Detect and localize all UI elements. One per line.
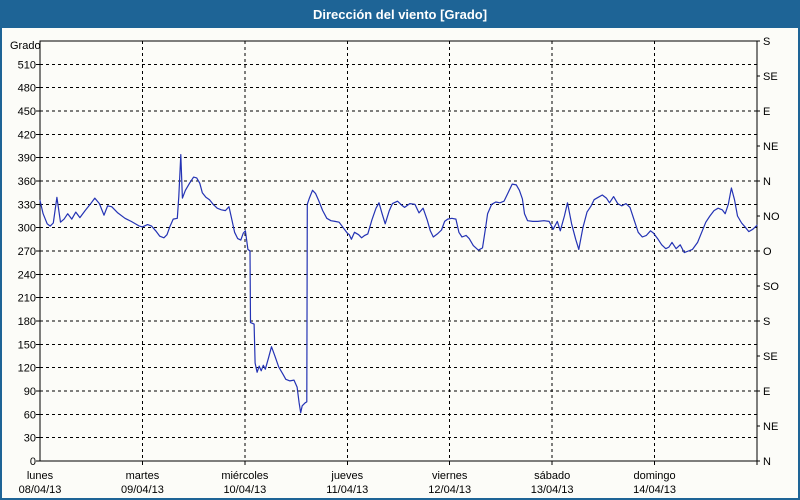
- x-axis-day-label: viernes: [432, 470, 468, 482]
- y-axis-tick-label: 390: [18, 153, 36, 165]
- y-axis-tick-label: 150: [18, 339, 36, 351]
- y-axis-tick-label: 450: [18, 106, 36, 118]
- x-axis-date-label: 11/04/13: [326, 484, 368, 496]
- compass-tick-label: NE: [763, 421, 778, 433]
- compass-tick-label: NE: [763, 141, 778, 153]
- x-axis-date-label: 10/04/13: [223, 484, 266, 496]
- x-axis-day-label: domingo: [633, 470, 675, 482]
- x-axis-date-label: 14/04/13: [633, 484, 676, 496]
- x-axis-date-label: 08/04/13: [19, 484, 62, 496]
- compass-tick-label: SE: [763, 71, 778, 83]
- x-axis-date-label: 12/04/13: [428, 484, 471, 496]
- y-axis-tick-label: 420: [18, 129, 36, 141]
- y-axis-tick-label: 300: [18, 223, 36, 235]
- compass-tick-label: S: [763, 316, 770, 328]
- x-axis-day-label: lunes: [27, 470, 54, 482]
- compass-tick-label: SO: [763, 281, 779, 293]
- x-axis-day-label: martes: [126, 470, 160, 482]
- x-axis-date-label: 13/04/13: [531, 484, 574, 496]
- y-axis-tick-label: 30: [24, 433, 36, 445]
- compass-tick-label: O: [763, 246, 772, 258]
- y-axis-tick-label: 210: [18, 293, 36, 305]
- chart-area: 0 30 60 90 120 150 180 210 240 270 300 330 360 390 420…: [2, 28, 798, 498]
- y-axis-tick-label: 120: [18, 363, 36, 375]
- wind-direction-chart: 0 30 60 90 120 150 180 210 240 270 300 330 360 390 420…: [10, 36, 780, 496]
- y-axis-tick-label: 60: [24, 409, 36, 421]
- compass-tick-label: E: [763, 386, 770, 398]
- x-axis-day-label: jueves: [330, 470, 363, 482]
- compass-tick-label: E: [763, 106, 770, 118]
- y-axis-tick-label: 330: [18, 199, 36, 211]
- compass-tick-label: N: [763, 176, 771, 188]
- y-axis-tick-label: 360: [18, 176, 36, 188]
- y-axis-tick-label: 0: [30, 456, 36, 468]
- chart-title: Dirección del viento [Grado]: [2, 2, 798, 28]
- compass-tick-label: NO: [763, 211, 780, 223]
- data-line: [39, 153, 758, 414]
- y-axis-tick-label: 240: [18, 269, 36, 281]
- y-axis-tick-label: 90: [24, 386, 36, 398]
- x-axis-date-label: 09/04/13: [121, 484, 164, 496]
- y-axis-tick-label: 510: [18, 59, 36, 71]
- y-axis-tick-label: 180: [18, 316, 36, 328]
- x-axis-day-label: sábado: [534, 470, 570, 482]
- compass-tick-label: S: [763, 36, 770, 48]
- x-axis-day-label: miércoles: [221, 470, 269, 482]
- compass-tick-label: N: [763, 456, 771, 468]
- y-axis-tick-label: 480: [18, 83, 36, 95]
- compass-tick-label: SE: [763, 351, 778, 363]
- y-axis-title: Grado: [10, 40, 41, 52]
- plot-border: [39, 40, 758, 462]
- y-axis-tick-label: 270: [18, 246, 36, 258]
